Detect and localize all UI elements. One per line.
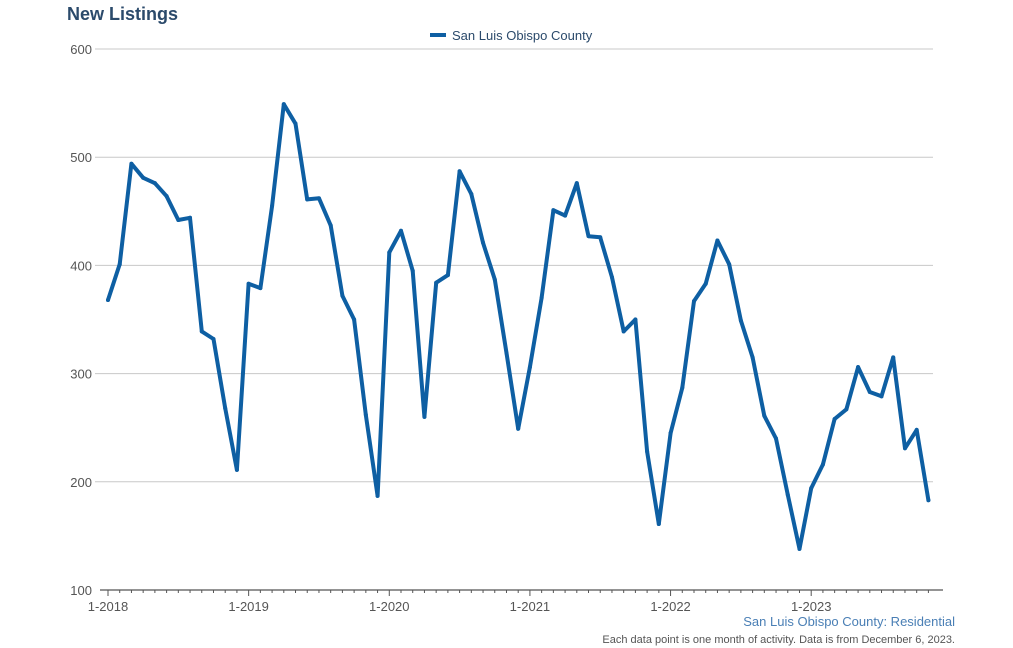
data-point [832,417,837,422]
data-point [645,449,650,454]
data-point [738,318,743,323]
data-point [481,240,486,245]
data-point [211,336,216,341]
data-point [188,215,193,220]
data-point [750,355,755,360]
data-point [785,492,790,497]
x-tick-label: 1-2021 [510,599,550,614]
legend: San Luis Obispo County [430,28,593,43]
data-point [387,250,392,255]
data-point [527,365,532,370]
data-point [141,175,146,180]
data-point [445,273,450,278]
data-point [457,169,462,174]
data-point [434,280,439,285]
x-tick-label: 1-2023 [791,599,831,614]
data-point [117,262,122,267]
data-point [856,365,861,370]
data-point [891,355,896,360]
y-tick-label: 100 [70,583,92,598]
y-tick-label: 200 [70,475,92,490]
data-point [375,493,380,498]
data-point [656,521,661,526]
data-point [539,295,544,300]
data-point [680,385,685,390]
data-point [516,426,521,431]
data-point [598,235,603,240]
data-point [328,223,333,228]
data-point [504,351,509,356]
data-point [199,329,204,334]
data-point [352,317,357,322]
data-point [715,238,720,243]
data-point [223,406,228,411]
data-note: Each data point is one month of activity… [602,634,955,646]
data-point [809,486,814,491]
data-point [727,262,732,267]
y-tick-label: 600 [70,42,92,57]
data-point [879,394,884,399]
data-point [363,412,368,417]
data-point [152,181,157,186]
data-point [574,181,579,186]
data-point [270,203,275,208]
data-point [692,299,696,304]
data-point [258,286,263,291]
x-tick-label: 1-2018 [88,599,128,614]
data-point [234,467,239,472]
data-point [281,102,286,107]
data-point [399,228,403,233]
data-point [551,208,556,213]
data-point [774,436,779,441]
data-point [609,275,614,280]
data-point [668,431,673,436]
data-point [914,427,919,432]
data-point [129,161,134,166]
data-point [305,197,310,202]
data-point [340,293,345,298]
axes: 100 200 300 400 500 600 1-2018 1-2019 1-2020 1-20… [70,42,943,614]
data-point [926,498,931,503]
data-point [797,546,802,551]
data-point [633,317,638,322]
data-point [246,281,251,286]
data-point [293,121,298,126]
data-point [621,329,626,334]
data-point [164,194,169,199]
y-tick-label: 400 [70,258,92,273]
data-point [469,191,474,196]
data-point [586,234,591,239]
data-point [844,407,849,412]
x-tick-label: 1-2020 [369,599,409,614]
data-point [867,389,872,394]
data-point [316,196,321,201]
data-point [762,413,767,418]
y-tick-label: 300 [70,367,92,382]
source-label: San Luis Obispo County: Residential [743,614,955,629]
data-point [902,446,907,451]
chart-title: New Listings [67,4,179,24]
legend-label: San Luis Obispo County [452,28,593,43]
series-layer [106,102,931,551]
x-tick-label: 1-2019 [228,599,268,614]
gridlines [95,48,933,483]
data-point [106,298,110,303]
data-point [492,277,497,282]
data-point [820,462,825,467]
data-point [563,213,568,218]
data-point [410,268,415,273]
data-point [703,281,708,286]
y-tick-label: 500 [70,150,92,165]
data-point [176,217,181,222]
data-point [422,414,427,419]
x-tick-label: 1-2022 [650,599,690,614]
